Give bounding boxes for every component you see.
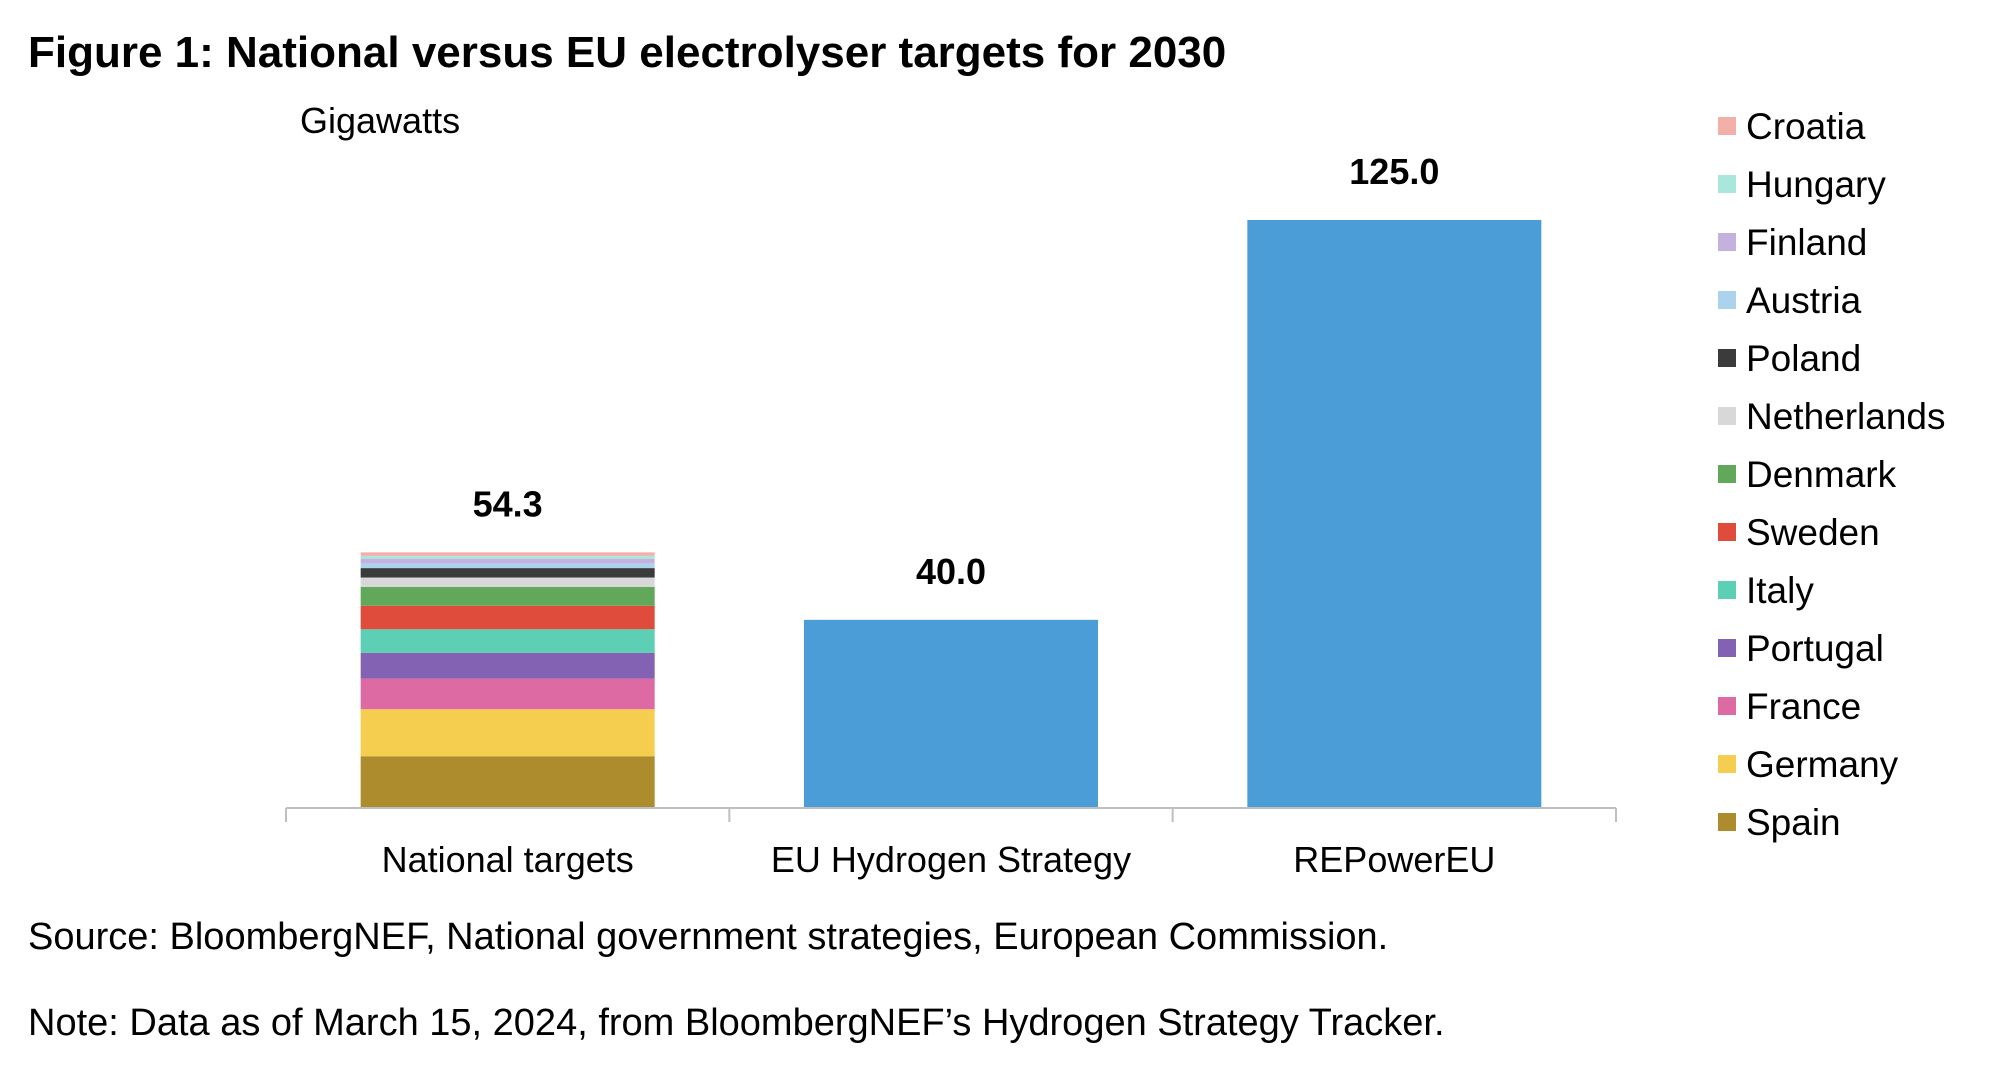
- legend-swatch-finland: [1718, 233, 1736, 251]
- data-date-note: Note: Data as of March 15, 2024, from Bl…: [28, 1002, 1445, 1044]
- legend-swatch-spain: [1718, 813, 1736, 831]
- legend-swatch-italy: [1718, 581, 1736, 599]
- legend-label-hungary: Hungary: [1746, 164, 1886, 205]
- legend-label-croatia: Croatia: [1746, 106, 1866, 147]
- bar-national-targets-poland: [360, 568, 655, 578]
- bar-national-targets-germany: [360, 709, 655, 757]
- total-label-repowereu: 125.0: [1349, 151, 1439, 192]
- legend-swatch-croatia: [1718, 117, 1736, 135]
- y-axis-label: Gigawatts: [300, 100, 460, 141]
- legend-label-italy: Italy: [1746, 570, 1814, 611]
- legend-swatch-netherlands: [1718, 407, 1736, 425]
- legend-label-poland: Poland: [1746, 338, 1861, 379]
- legend-swatch-poland: [1718, 349, 1736, 367]
- figure-title: Figure 1: National versus EU electrolyse…: [28, 28, 1227, 77]
- legend-swatch-sweden: [1718, 523, 1736, 541]
- legend-swatch-hungary: [1718, 175, 1736, 193]
- legend-label-austria: Austria: [1746, 280, 1862, 321]
- legend: Croatia Hungary Finland Austria Poland Nether…: [1718, 106, 1946, 843]
- legend-label-spain: Spain: [1746, 802, 1841, 843]
- legend-label-finland: Finland: [1746, 222, 1867, 263]
- bar-repowereu-eu-targets: [1247, 220, 1542, 808]
- x-axis: National targets EU Hydrogen Strategy REPo…: [285, 807, 1617, 880]
- bars-group: [360, 220, 1542, 808]
- bar-eu-hydrogen-strategy-eu-targets: [804, 619, 1098, 808]
- legend-swatch-portugal: [1718, 639, 1736, 657]
- bar-national-targets-spain: [360, 756, 655, 808]
- legend-label-germany: Germany: [1746, 744, 1899, 785]
- bar-national-targets-sweden: [360, 605, 655, 630]
- total-label-national-targets: 54.3: [473, 483, 543, 524]
- legend-swatch-austria: [1718, 291, 1736, 309]
- legend-swatch-france: [1718, 697, 1736, 715]
- bar-national-targets-finland: [360, 558, 655, 564]
- category-label-eu-hydrogen-strategy: EU Hydrogen Strategy: [771, 839, 1131, 880]
- bar-national-targets-netherlands: [360, 577, 655, 587]
- bar-chart: Gigawatts 54.3 40.0 125.0 National targets…: [285, 100, 1946, 880]
- category-label-national-targets: National targets: [382, 839, 634, 880]
- bar-national-targets-denmark: [360, 586, 655, 606]
- legend-swatch-denmark: [1718, 465, 1736, 483]
- source-note: Source: BloombergNEF, National governmen…: [28, 916, 1389, 958]
- bar-national-targets-france: [360, 678, 655, 710]
- legend-label-netherlands: Netherlands: [1746, 396, 1946, 437]
- category-label-repowereu: REPowerEU: [1293, 839, 1495, 880]
- bar-national-targets-austria: [360, 563, 655, 569]
- bar-national-targets-italy: [360, 629, 655, 653]
- bar-national-targets-hungary: [360, 555, 655, 559]
- bar-national-targets-portugal: [360, 652, 655, 679]
- value-labels-group: 54.3 40.0 125.0: [473, 151, 1440, 592]
- legend-label-portugal: Portugal: [1746, 628, 1884, 669]
- legend-label-denmark: Denmark: [1746, 454, 1897, 495]
- total-label-eu-hydrogen-strategy: 40.0: [916, 551, 986, 592]
- bar-national-targets-croatia: [360, 552, 655, 556]
- legend-label-france: France: [1746, 686, 1861, 727]
- legend-swatch-germany: [1718, 755, 1736, 773]
- legend-label-sweden: Sweden: [1746, 512, 1880, 553]
